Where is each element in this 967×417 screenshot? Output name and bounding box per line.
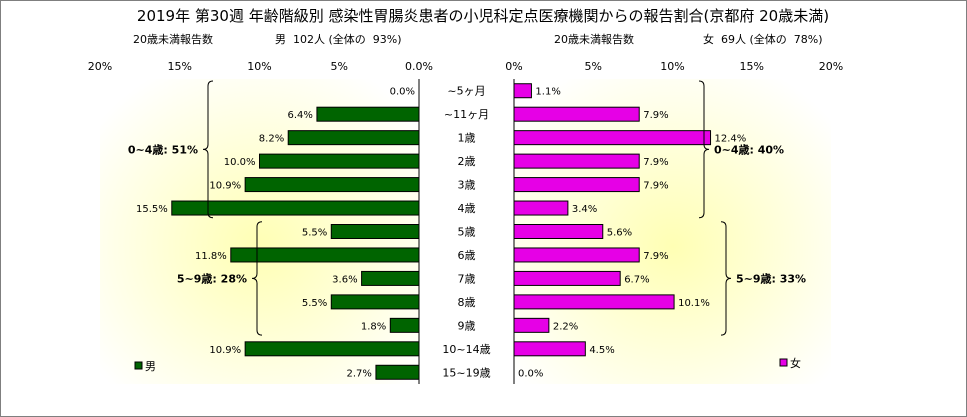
male-bar	[330, 294, 420, 310]
age-group-label: 8歳	[458, 296, 476, 309]
female-legend-label: 女	[790, 356, 801, 370]
female-bar-value-label: 7.9%	[643, 251, 668, 262]
female-bar-value-label: 5.6%	[607, 228, 632, 239]
male-age-bracket	[251, 221, 263, 336]
male-bar	[244, 341, 420, 357]
female-tick-label: 0%	[505, 60, 522, 73]
female-bar-value-label: 0.0%	[518, 368, 543, 379]
male-bar-value-label: 8.2%	[259, 134, 284, 145]
female-bar	[513, 294, 675, 310]
male-bracket-total-label: 5~9歳: 28%	[177, 271, 247, 285]
female-bar-value-label: 7.9%	[643, 157, 668, 168]
male-bar	[230, 247, 420, 263]
female-bracket-total-label: 5~9歳: 33%	[736, 271, 806, 285]
male-bar	[259, 153, 420, 169]
male-bar	[375, 364, 420, 380]
male-header-total: 男 102人 (全体の 93%)	[275, 32, 402, 46]
female-bar-value-label: 4.5%	[589, 345, 614, 356]
female-header-total: 女 69人 (全体の 78%)	[703, 32, 823, 46]
age-group-label: 2歳	[458, 155, 476, 168]
male-bar-value-label: 3.6%	[332, 274, 357, 285]
female-tick-label: 20%	[819, 60, 843, 73]
age-group-label: 6歳	[458, 249, 476, 262]
age-group-label: ~11ヶ月	[444, 108, 489, 121]
female-bar	[513, 177, 640, 193]
age-group-label: 1歳	[458, 132, 476, 145]
female-bar-value-label: 1.1%	[535, 87, 560, 98]
female-bar	[513, 130, 712, 146]
age-group-label: 15~19歳	[442, 366, 490, 379]
male-tick-label: 15%	[168, 60, 192, 73]
female-legend-swatch	[779, 358, 788, 367]
male-bar-value-label: 11.8%	[195, 251, 227, 262]
male-bar	[244, 177, 420, 193]
female-bar	[513, 83, 532, 99]
female-header-label: 20歳未満報告数	[554, 33, 634, 46]
female-bar	[513, 247, 640, 263]
female-bar	[513, 270, 621, 286]
female-bar-value-label: 7.9%	[643, 110, 668, 121]
male-bar	[361, 270, 420, 286]
male-bar-value-label: 5.5%	[302, 228, 327, 239]
chart-title: 2019年 第30週 年齢階級別 感染性胃腸炎患者の小児科定点医療機関からの報告…	[137, 7, 829, 25]
male-legend-label: 男	[145, 360, 156, 373]
female-bar-value-label: 3.4%	[572, 204, 597, 215]
male-tick-label: 20%	[88, 60, 112, 73]
female-tick-label: 15%	[740, 60, 764, 73]
female-bar-value-label: 7.9%	[643, 181, 668, 192]
male-legend-swatch	[134, 361, 143, 370]
male-bar	[389, 317, 420, 333]
female-age-bracket	[698, 80, 710, 219]
female-tick-label: 10%	[660, 60, 684, 73]
female-bar	[513, 317, 550, 333]
female-bar	[513, 341, 586, 357]
male-bar-value-label: 10.9%	[209, 181, 241, 192]
male-bar-value-label: 10.0%	[224, 157, 256, 168]
male-bar	[171, 200, 420, 216]
female-bar	[513, 224, 604, 239]
female-age-bracket	[720, 221, 732, 336]
male-age-bracket	[202, 80, 214, 219]
male-bar-value-label: 1.8%	[361, 321, 386, 332]
male-bar-value-label: 0.0%	[390, 87, 415, 98]
male-bar-value-label: 2.7%	[347, 368, 372, 379]
female-tick-label: 5%	[585, 60, 602, 73]
age-group-label: 9歳	[458, 319, 476, 332]
male-bar	[287, 130, 420, 146]
male-header-label: 20歳未満報告数	[133, 33, 213, 46]
female-bar	[513, 200, 569, 216]
female-bar-value-label: 2.2%	[553, 321, 578, 332]
male-tick-label: 0.0%	[405, 60, 433, 73]
male-tick-label: 5%	[331, 60, 348, 73]
male-bar-value-label: 10.9%	[209, 345, 241, 356]
male-bar	[330, 224, 420, 239]
age-group-label: ~5ヶ月	[447, 85, 485, 98]
male-bar	[316, 106, 420, 122]
female-bracket-total-label: 0~4歳: 40%	[714, 142, 784, 156]
female-bar	[513, 106, 640, 122]
age-group-label: 4歳	[458, 202, 476, 215]
male-bar-value-label: 5.5%	[302, 298, 327, 309]
female-bar	[513, 153, 640, 169]
male-bar-value-label: 6.4%	[288, 110, 313, 121]
female-bar-value-label: 10.1%	[678, 298, 710, 309]
age-group-label: 10~14歳	[442, 343, 490, 356]
male-bar-value-label: 15.5%	[136, 204, 168, 215]
age-group-label: 3歳	[458, 179, 476, 192]
male-bracket-total-label: 0~4歳: 51%	[128, 142, 198, 156]
female-bar-value-label: 6.7%	[624, 274, 649, 285]
age-group-label: 7歳	[458, 272, 476, 285]
age-group-label: 5歳	[458, 226, 476, 239]
male-tick-label: 10%	[247, 60, 271, 73]
female-bar-value-label: 12.4%	[715, 134, 747, 145]
